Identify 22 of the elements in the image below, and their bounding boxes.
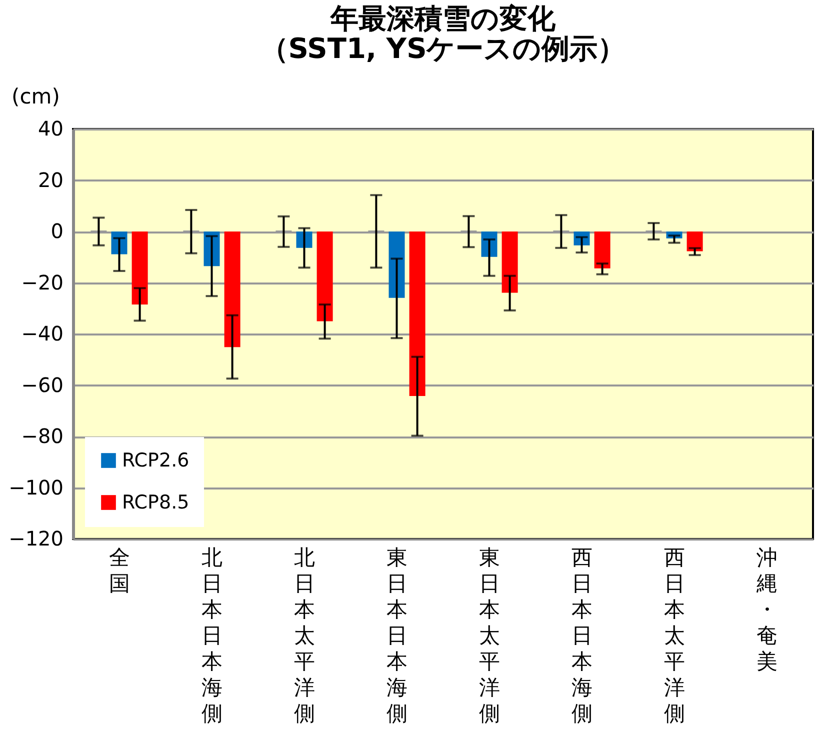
y-tick-label: −60 — [21, 372, 64, 397]
x-tick-label: 東日本太平洋側 — [478, 546, 500, 726]
text: （SST1, YSケースの例示） — [260, 32, 626, 65]
y-tick-label: −40 — [21, 322, 64, 346]
y-tick-label: 20 — [38, 168, 64, 192]
legend-label: RCP8.5 — [122, 492, 190, 514]
y-tick-label: −100 — [8, 475, 64, 500]
x-tick-label: 北日本日本海側 — [201, 546, 222, 726]
y-tick-label: −80 — [21, 424, 64, 448]
text: 年最深積雪の変化 — [330, 2, 556, 35]
x-tick-label: 東日本日本海側 — [386, 546, 408, 726]
y-tick-label: 0 — [50, 219, 64, 243]
x-tick-label: 北日本太平洋側 — [294, 546, 315, 726]
legend-label: RCP2.6 — [122, 450, 190, 472]
y-tick-label: −20 — [21, 270, 64, 294]
x-tick-label: 西日本太平洋側 — [664, 546, 685, 726]
y-tick-label: 40 — [38, 116, 64, 140]
y-axis-title: (cm) — [12, 84, 60, 108]
x-tick-label: 西日本日本海側 — [571, 546, 592, 726]
x-tick-label: 沖縄・奄美 — [755, 546, 778, 674]
y-tick-label: −120 — [8, 526, 64, 550]
x-tick-label: 全国 — [108, 546, 130, 596]
